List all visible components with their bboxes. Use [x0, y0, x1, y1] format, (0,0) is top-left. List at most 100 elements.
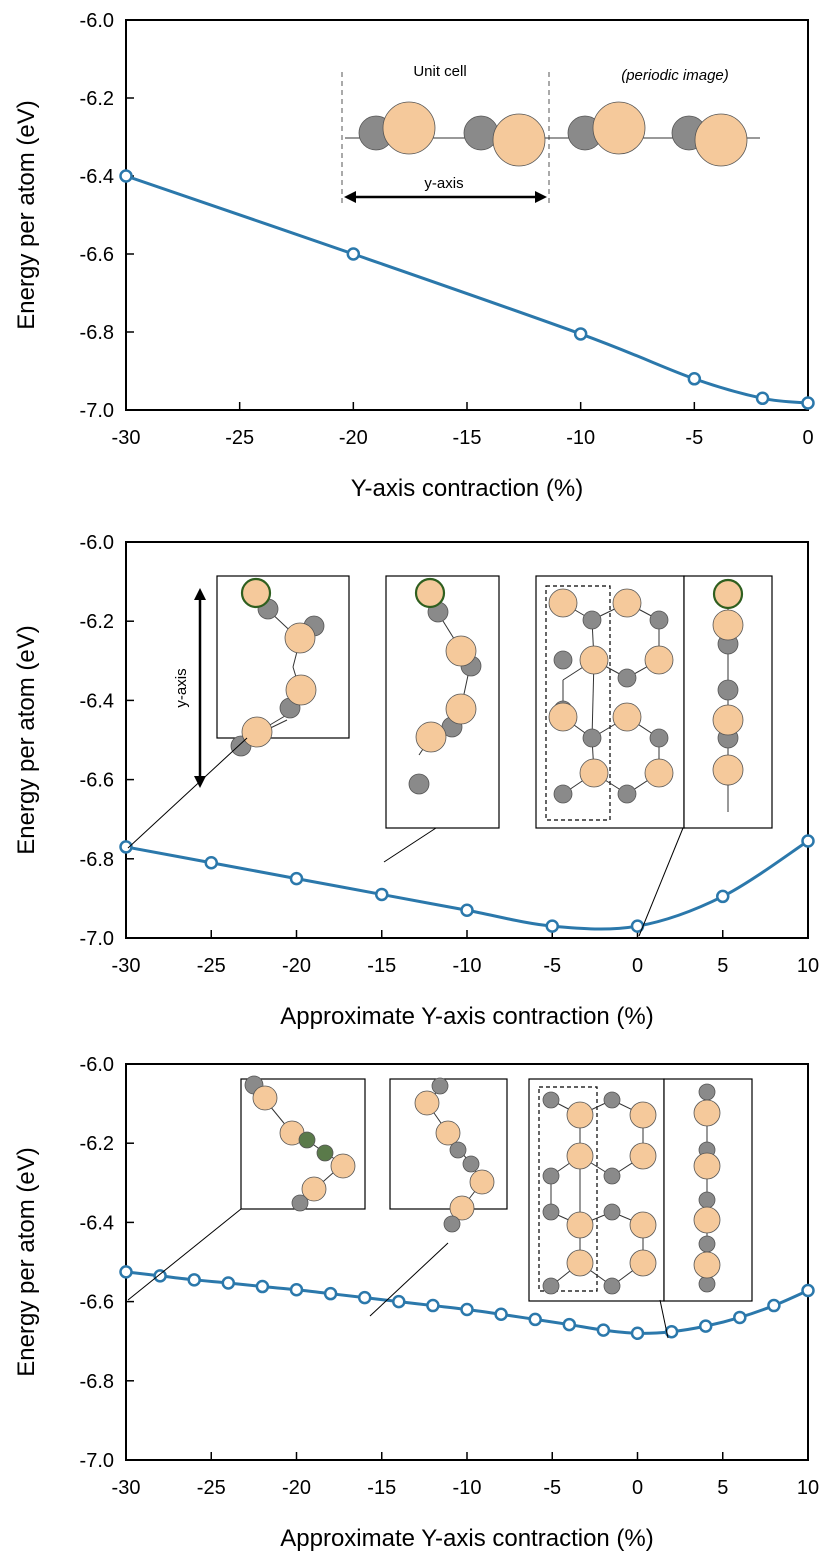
dark-atom-icon [553, 784, 573, 804]
data-point [323, 1286, 338, 1301]
light-atom-icon [566, 1142, 594, 1170]
dark-atom-icon [463, 115, 499, 151]
data-point [460, 903, 474, 918]
x-tick-label: 5 [717, 1477, 728, 1499]
arrowhead-icon [535, 191, 547, 203]
data-point [119, 1265, 133, 1279]
data-point [494, 1307, 508, 1322]
data-point [664, 1324, 679, 1339]
y-tick-label: -6.8 [80, 322, 114, 344]
dark-atom-icon [717, 679, 739, 701]
arrowhead-icon [344, 191, 356, 203]
light-atom-icon [548, 588, 578, 618]
x-tick-label: -20 [339, 427, 368, 449]
x-tick-label: -20 [282, 1477, 311, 1499]
arrowhead-icon [194, 588, 206, 600]
light-atom-icon [240, 577, 272, 609]
leader-line [127, 1208, 242, 1301]
light-atom-icon [415, 721, 447, 753]
y-tick-label: -6.8 [80, 849, 114, 871]
y-tick-label: -6.0 [80, 1054, 114, 1076]
x-tick-label: 10 [797, 1477, 819, 1499]
dark-atom-icon [617, 668, 637, 688]
dark-atom-icon [698, 1235, 716, 1253]
y-tick-label: -6.6 [80, 244, 114, 266]
data-point [119, 169, 133, 183]
dark-atom-icon [603, 1091, 621, 1109]
light-atom-icon [693, 1206, 721, 1234]
x-axis-label: Approximate Y-axis contraction (%) [280, 1003, 654, 1030]
light-atom-icon [449, 1195, 475, 1221]
leader-line [638, 827, 684, 937]
light-atom-icon [445, 693, 477, 725]
dark-atom-icon [553, 650, 573, 670]
y-tick-label: -6.2 [80, 611, 114, 633]
light-atom-icon [316, 1144, 334, 1162]
data-point [733, 1310, 747, 1325]
leader-line [127, 737, 248, 849]
light-atom-icon [612, 588, 642, 618]
light-atom-icon [712, 578, 744, 610]
light-atom-icon [694, 113, 748, 167]
dark-atom-icon [542, 1091, 560, 1109]
leader-line [383, 827, 437, 863]
x-tick-label: -30 [112, 955, 141, 977]
dark-atom-icon [617, 784, 637, 804]
data-point [392, 1294, 406, 1309]
dark-atom-icon [603, 1167, 621, 1185]
dark-atom-icon [698, 1083, 716, 1101]
x-axis-label: Y-axis contraction (%) [351, 475, 584, 502]
data-point [801, 1283, 815, 1298]
data-point [375, 887, 389, 902]
dark-atom-icon [542, 1203, 560, 1221]
y-tick-label: -6.6 [80, 1292, 114, 1314]
light-atom-icon [629, 1101, 657, 1129]
dark-atom-icon [449, 1141, 467, 1159]
light-atom-icon [241, 716, 273, 748]
chart-panel-bottom: -6.0 -6.2 -6.4 -6.6 -6.8 -7.0 -30 -25 -20 -15 -10 -… [13, 1054, 819, 1552]
dark-atom-icon [542, 1277, 560, 1295]
y-tick-label: -7.0 [80, 400, 114, 422]
data-point [426, 1298, 440, 1313]
light-atom-icon [693, 1251, 721, 1279]
leader-line [659, 1299, 669, 1339]
x-tick-label: 0 [802, 427, 813, 449]
data-point [289, 871, 304, 886]
x-tick-label: -10 [453, 955, 482, 977]
x-tick-label: -15 [367, 1477, 396, 1499]
x-tick-label: -20 [282, 955, 311, 977]
dark-atom-icon [603, 1277, 621, 1295]
y-tick-label: -6.6 [80, 770, 114, 792]
data-point [801, 396, 815, 410]
y-axis-arrow-label: y-axis [173, 668, 190, 707]
data-point [755, 391, 770, 406]
dark-atom-icon [698, 1275, 716, 1293]
data-point [562, 1317, 577, 1332]
x-tick-label: -5 [543, 1477, 561, 1499]
light-atom-icon [566, 1211, 594, 1239]
x-tick-label: 0 [632, 1477, 643, 1499]
light-atom-icon [629, 1211, 657, 1239]
x-tick-label: 5 [717, 955, 728, 977]
data-point [545, 919, 559, 933]
dark-atom-icon [582, 728, 602, 748]
data-point [119, 840, 133, 854]
dark-atom-icon [603, 1203, 621, 1221]
light-atom-icon [693, 1152, 721, 1180]
light-atom-icon [566, 1249, 594, 1277]
y-tick-label: -6.8 [80, 1371, 114, 1393]
dark-atom-icon [291, 1194, 309, 1212]
y-tick-label: -7.0 [80, 928, 114, 950]
y-axis-label: Energy per atom (eV) [13, 100, 40, 329]
data-point [687, 372, 702, 386]
y-tick-label: -6.4 [80, 690, 114, 712]
data-point [357, 1290, 372, 1305]
light-atom-icon [579, 645, 609, 675]
light-atom-icon [548, 702, 578, 732]
light-atom-icon [693, 1099, 721, 1127]
data-point [767, 1298, 781, 1313]
light-atom-icon [301, 1176, 327, 1202]
x-tick-label: -10 [453, 1477, 482, 1499]
dark-atom-icon [582, 610, 602, 630]
